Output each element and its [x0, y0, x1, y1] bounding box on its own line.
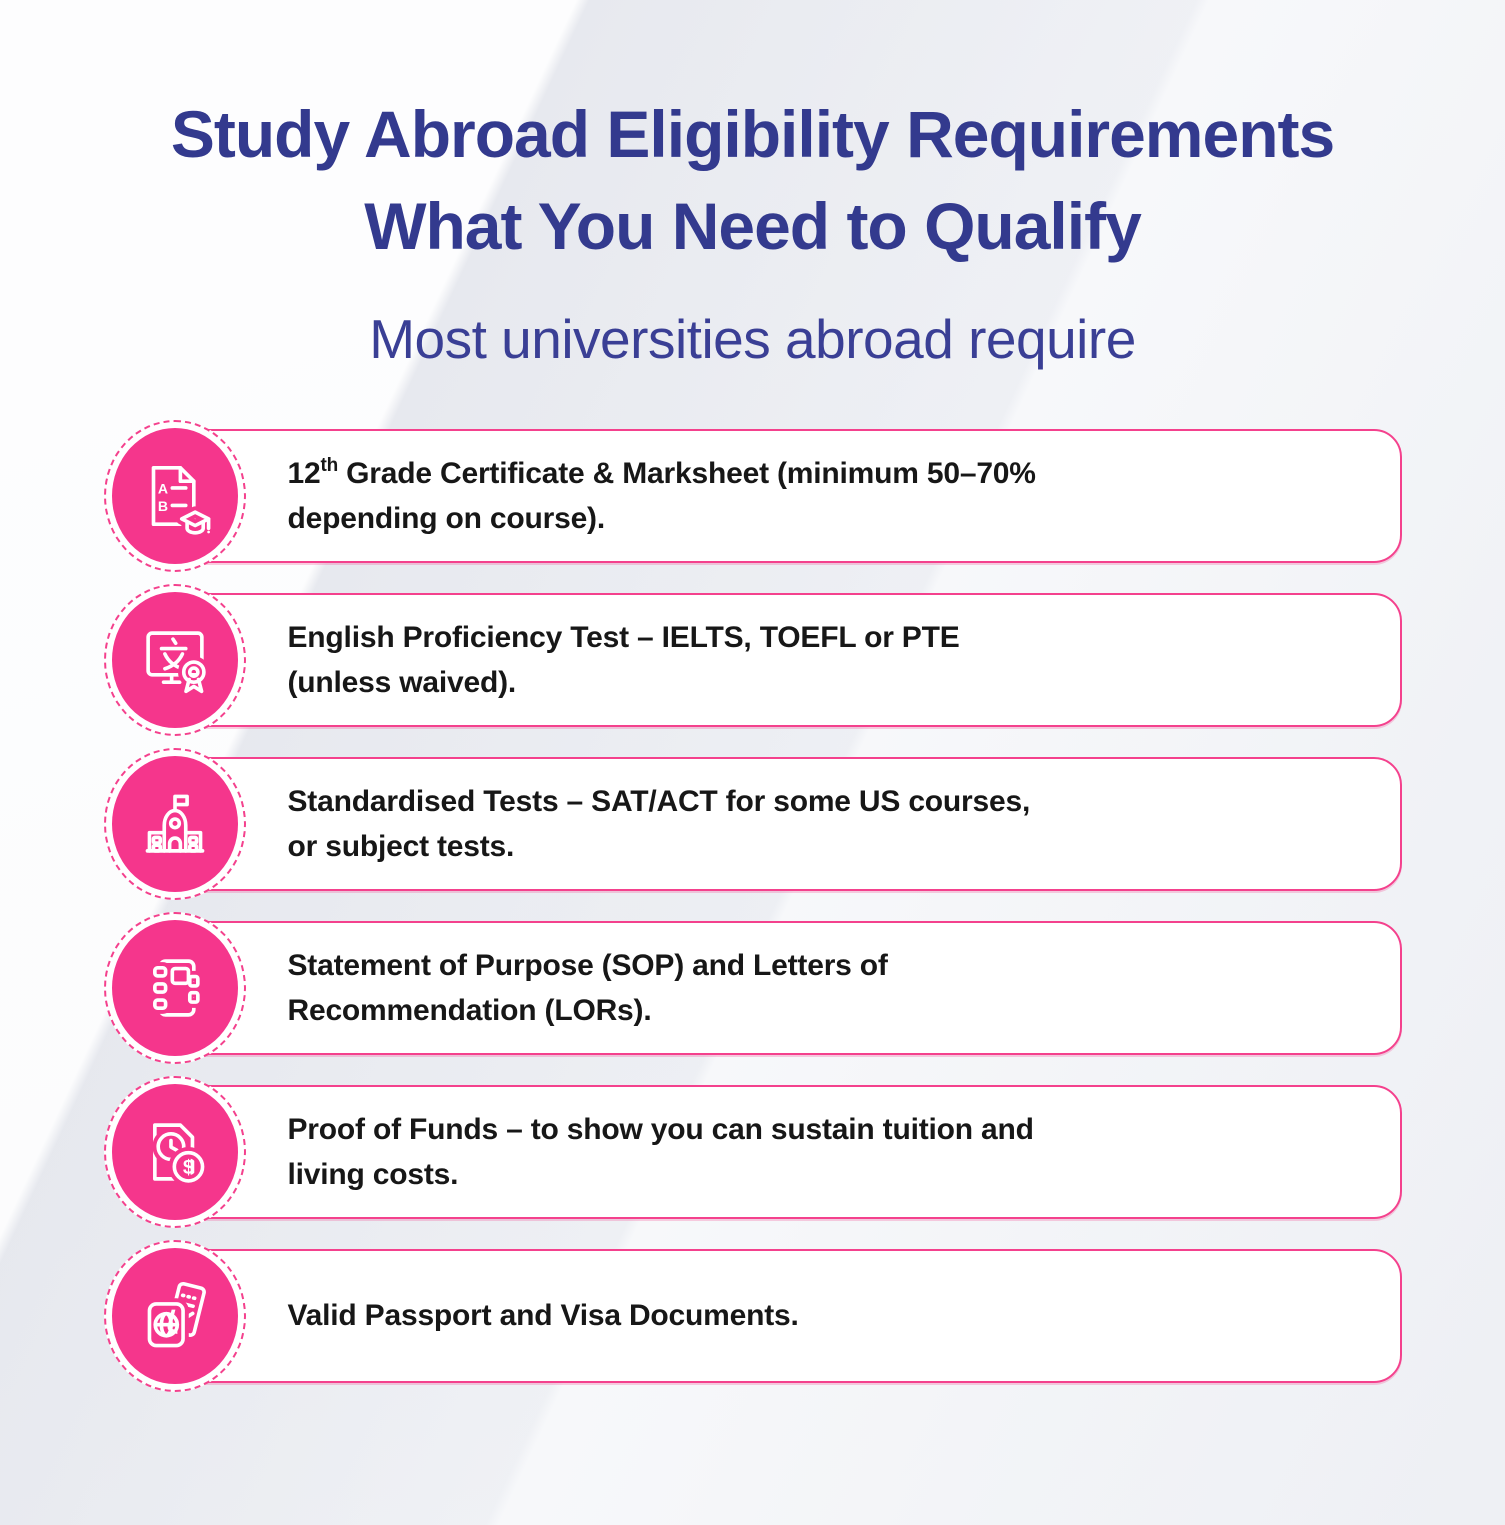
- item-badge: [103, 1239, 246, 1392]
- item-text-line2: or subject tests.: [287, 829, 515, 863]
- item-text-line1: Valid Passport and Visa Documents.: [287, 1299, 799, 1333]
- page-title-line2: What You Need to Qualify: [364, 189, 1142, 264]
- page-title: Study Abroad Eligibility Requirements Wh…: [0, 88, 1505, 273]
- item-card: Statement of Purpose (SOP) and Letters o…: [139, 920, 1402, 1055]
- list-item: English Proficiency Test – IELTS, TOEFL …: [103, 583, 1402, 736]
- svg-text:$: $: [182, 1157, 193, 1179]
- item-badge: [103, 747, 246, 900]
- item-text-line1: English Proficiency Test – IELTS, TOEFL …: [287, 620, 960, 654]
- item-badge: $: [103, 1075, 246, 1228]
- item-text-line1: Proof of Funds – to show you can sustain…: [287, 1112, 1034, 1146]
- item-card: English Proficiency Test – IELTS, TOEFL …: [139, 592, 1402, 727]
- item-badge: [103, 911, 246, 1064]
- svg-text:A: A: [157, 480, 167, 496]
- list-item: Standardised Tests – SAT/ACT for some US…: [103, 747, 1402, 900]
- item-card: Proof of Funds – to show you can sustain…: [139, 1084, 1402, 1219]
- sop-lor-icon: [111, 919, 238, 1056]
- proof-of-funds-icon: $: [111, 1083, 238, 1220]
- item-text-line2: (unless waived).: [287, 665, 517, 699]
- header: Study Abroad Eligibility Requirements Wh…: [0, 0, 1505, 371]
- list-item: A B 12th Grade Certificate & Marksheet (…: [103, 419, 1402, 572]
- item-badge: A B: [103, 419, 246, 572]
- grade-certificate-icon: A B: [111, 427, 238, 564]
- item-card: Valid Passport and Visa Documents.: [139, 1248, 1402, 1383]
- item-text-line1: Statement of Purpose (SOP) and Letters o…: [287, 948, 888, 982]
- item-text-line2: living costs.: [287, 1157, 459, 1191]
- item-card: 12th Grade Certificate & Marksheet (mini…: [139, 428, 1402, 563]
- standardised-tests-icon: [111, 755, 238, 892]
- item-card: Standardised Tests – SAT/ACT for some US…: [139, 756, 1402, 891]
- requirements-list: A B 12th Grade Certificate & Marksheet (…: [103, 419, 1402, 1392]
- list-item: Valid Passport and Visa Documents.: [103, 1239, 1402, 1392]
- item-text-line1: Standardised Tests – SAT/ACT for some US…: [287, 784, 1031, 818]
- item-text-line2: Recommendation (LORs).: [287, 993, 652, 1027]
- item-text-line2: depending on course).: [287, 501, 606, 535]
- page-title-line1: Study Abroad Eligibility Requirements: [170, 97, 1335, 171]
- item-badge: [103, 583, 246, 736]
- list-item: $ Proof of Funds – to show you can susta…: [103, 1075, 1402, 1228]
- page-subtitle: Most universities abroad require: [369, 307, 1136, 370]
- passport-visa-icon: [111, 1247, 238, 1384]
- item-text-line1: 12th Grade Certificate & Marksheet (mini…: [287, 454, 1036, 490]
- english-proficiency-icon: [111, 591, 238, 728]
- list-item: Statement of Purpose (SOP) and Letters o…: [103, 911, 1402, 1064]
- svg-text:B: B: [157, 498, 167, 514]
